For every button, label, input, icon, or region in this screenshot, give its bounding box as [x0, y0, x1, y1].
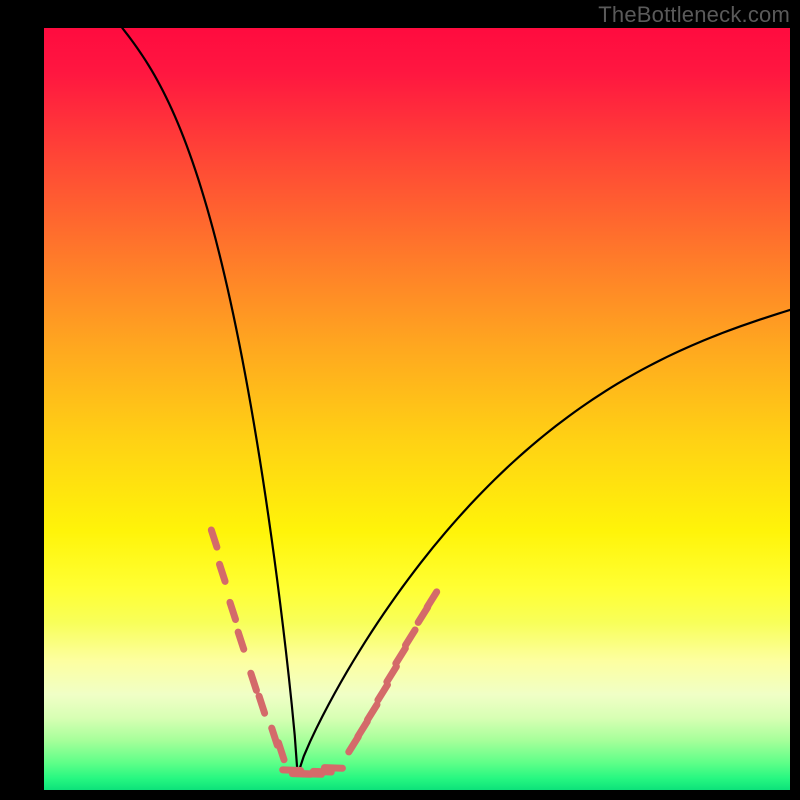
bottleneck-curve-chart [0, 0, 800, 800]
curve-marker [313, 771, 331, 772]
chart-root: TheBottleneck.com [0, 0, 800, 800]
gradient-background [44, 28, 790, 790]
curve-marker [324, 768, 342, 769]
watermark-text: TheBottleneck.com [598, 2, 790, 28]
